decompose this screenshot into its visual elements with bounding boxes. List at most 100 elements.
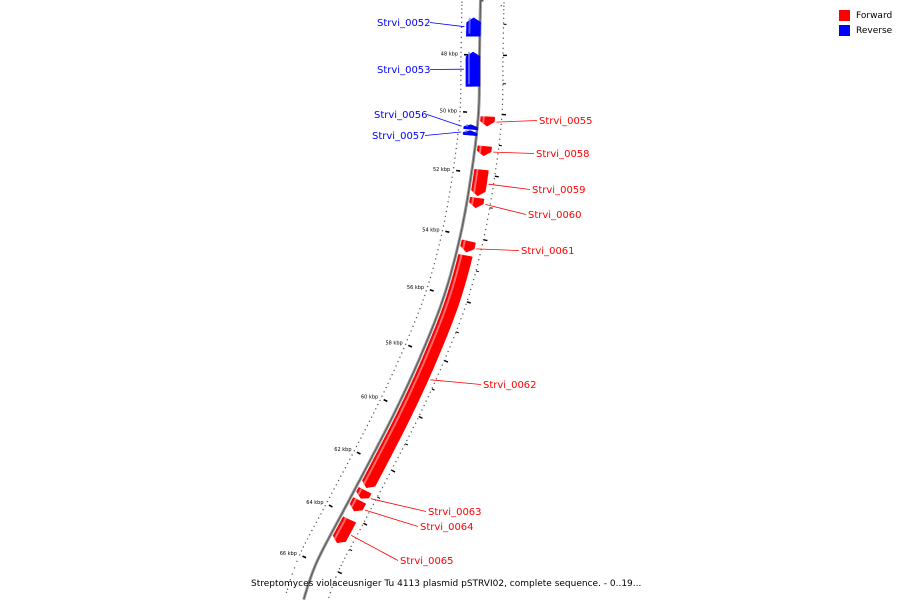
guide-dot bbox=[302, 546, 305, 548]
gene-label[interactable]: Strvi_0059 bbox=[532, 185, 586, 196]
guide-dot bbox=[435, 378, 438, 380]
guide-dot bbox=[432, 267, 434, 269]
right-tick bbox=[444, 359, 449, 363]
right-tick bbox=[363, 522, 368, 526]
leader-line bbox=[488, 183, 531, 190]
gene-label[interactable]: Strvi_0060 bbox=[528, 210, 582, 221]
guide-dot bbox=[317, 517, 320, 519]
guide-dot bbox=[385, 386, 387, 389]
guide-dot bbox=[311, 529, 313, 532]
guide-dot bbox=[408, 435, 410, 437]
guide-dot bbox=[395, 365, 397, 367]
guide-dot bbox=[285, 591, 288, 594]
guide-dot bbox=[368, 420, 371, 422]
right-tick bbox=[494, 175, 499, 178]
guide-dot bbox=[352, 541, 354, 543]
gene-highlight bbox=[471, 197, 475, 205]
guide-dot bbox=[456, 327, 459, 329]
guide-dot bbox=[500, 128, 502, 130]
major-tick bbox=[328, 504, 333, 508]
tick-label: 64 kbp bbox=[306, 500, 323, 506]
gene-label[interactable]: Strvi_0062 bbox=[483, 380, 537, 391]
guide-dot bbox=[488, 208, 491, 210]
guide-dot bbox=[483, 234, 486, 236]
guide-dot bbox=[490, 198, 492, 200]
guide-dot bbox=[408, 334, 410, 336]
guide-dot bbox=[502, 79, 504, 81]
guide-dot bbox=[340, 475, 342, 477]
guide-dot bbox=[493, 178, 496, 180]
guide-dot bbox=[476, 264, 479, 266]
gene-label[interactable]: Strvi_0065 bbox=[400, 556, 454, 567]
guide-dot bbox=[388, 473, 390, 476]
major-tick bbox=[456, 169, 461, 172]
guide-dot bbox=[501, 108, 503, 111]
guide-dot bbox=[406, 439, 408, 442]
gene-highlight bbox=[472, 168, 479, 194]
major-tick bbox=[429, 288, 434, 292]
guide-dot bbox=[435, 258, 437, 260]
gene-label[interactable]: Strvi_0052 bbox=[377, 18, 431, 29]
guide-dot bbox=[439, 369, 442, 371]
guide-dot bbox=[362, 433, 364, 435]
guide-dot bbox=[467, 298, 469, 300]
guide-dot bbox=[501, 98, 504, 101]
guide-dot bbox=[460, 21, 463, 23]
gene-label[interactable]: Strvi_0057 bbox=[372, 131, 426, 142]
guide-dot bbox=[459, 111, 461, 113]
gene-strvi-0057[interactable] bbox=[462, 130, 478, 137]
minor-tick bbox=[431, 388, 435, 391]
guide-dot bbox=[333, 581, 335, 583]
guide-dot bbox=[357, 533, 359, 535]
tick-label: 52 kbp bbox=[433, 167, 450, 173]
guide-dot bbox=[421, 409, 423, 411]
gene-label[interactable]: Strvi_0056 bbox=[374, 110, 428, 121]
guide-dot bbox=[459, 115, 461, 117]
guide-dot bbox=[502, 56, 504, 59]
minor-tick bbox=[475, 270, 479, 273]
guide-dot bbox=[289, 579, 292, 581]
guide-dot bbox=[494, 173, 496, 175]
major-tick bbox=[302, 555, 307, 559]
guide-dot bbox=[379, 399, 381, 402]
guide-dot bbox=[452, 167, 455, 169]
major-tick bbox=[445, 230, 450, 233]
guide-dot bbox=[431, 272, 433, 274]
guide-dot bbox=[348, 549, 350, 552]
gene-label[interactable]: Strvi_0058 bbox=[536, 149, 590, 160]
gene-highlight bbox=[333, 516, 348, 540]
gene-label[interactable]: Strvi_0063 bbox=[428, 507, 482, 518]
guide-dot bbox=[460, 41, 462, 44]
right-tick bbox=[418, 415, 423, 419]
guide-dot bbox=[346, 553, 348, 555]
guide-dot bbox=[503, 5, 505, 7]
leader-line bbox=[426, 114, 462, 127]
guide-dot bbox=[451, 176, 453, 178]
guide-dot bbox=[386, 478, 388, 480]
guide-dot bbox=[433, 263, 436, 265]
guide-dot bbox=[381, 395, 383, 397]
guide-dot bbox=[460, 31, 463, 33]
guide-dot bbox=[342, 471, 344, 473]
guide-dot bbox=[403, 347, 405, 350]
guide-dot bbox=[404, 444, 406, 446]
guide-dot bbox=[350, 545, 352, 547]
gene-highlight bbox=[362, 253, 463, 485]
guide-dot bbox=[406, 339, 409, 341]
gene-label[interactable]: Strvi_0061 bbox=[521, 246, 575, 257]
right-tick bbox=[337, 571, 343, 575]
gene-label[interactable]: Strvi_0055 bbox=[539, 116, 593, 127]
gene-label[interactable]: Strvi_0064 bbox=[420, 522, 474, 533]
guide-dot bbox=[383, 391, 385, 393]
gene-strvi-0056[interactable] bbox=[463, 124, 479, 131]
guide-dot bbox=[391, 374, 393, 376]
guide-dot bbox=[415, 316, 418, 319]
guide-dot bbox=[442, 225, 445, 227]
guide-dot bbox=[453, 162, 455, 164]
guide-dot bbox=[344, 557, 346, 559]
guide-dot bbox=[320, 513, 322, 515]
guide-dot bbox=[502, 61, 504, 63]
guide-dot bbox=[461, 4, 463, 7]
gene-label[interactable]: Strvi_0053 bbox=[377, 65, 431, 76]
guide-dot bbox=[453, 337, 455, 339]
